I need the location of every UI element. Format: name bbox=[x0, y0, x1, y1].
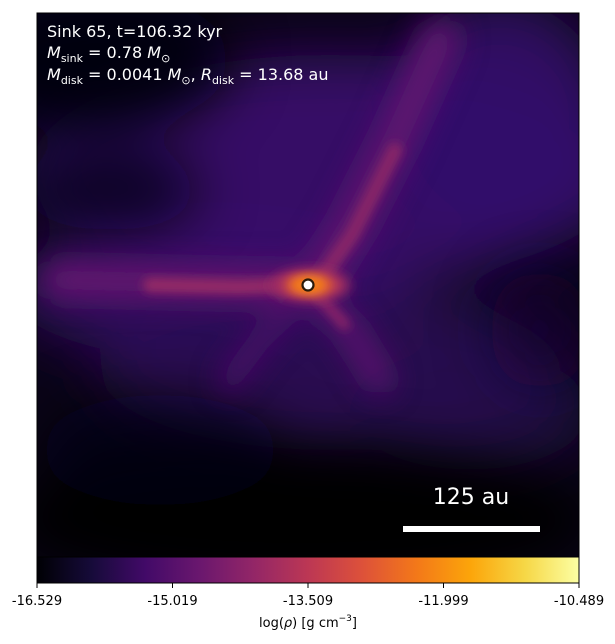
colorbar bbox=[36, 556, 580, 584]
density-map bbox=[37, 13, 579, 557]
colorbar-tick-label: -16.529 bbox=[12, 594, 62, 609]
scale-bar-label: 125 au bbox=[433, 485, 509, 510]
sink-mass-label: Msink = 0.78 M⊙ bbox=[47, 43, 170, 65]
scale-bar bbox=[403, 526, 540, 532]
colorbar-tick-label: -11.999 bbox=[418, 594, 468, 609]
colorbar-tick-label: -13.509 bbox=[283, 594, 333, 609]
sink-marker bbox=[301, 278, 315, 292]
colorbar-label: log(ρ) [g cm−3] bbox=[259, 614, 357, 631]
sink-info-label: Sink 65, t=106.32 kyr bbox=[47, 22, 223, 41]
colorbar-ticks: -16.529 -15.019 -13.509 -11.999 -10.489 bbox=[12, 583, 604, 609]
colorbar-tick-label: -10.489 bbox=[554, 594, 604, 609]
disk-info-label: Mdisk = 0.0041 M⊙, Rdisk = 13.68 au bbox=[47, 65, 329, 87]
colorbar-tick-label: -15.019 bbox=[147, 594, 197, 609]
